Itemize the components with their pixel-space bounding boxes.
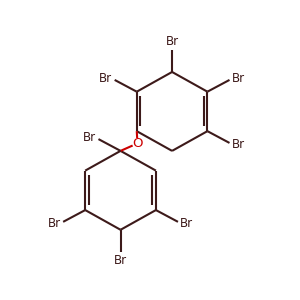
Text: Br: Br	[232, 138, 245, 151]
Text: Br: Br	[180, 217, 194, 230]
Text: Br: Br	[83, 131, 96, 144]
Text: Br: Br	[48, 217, 61, 230]
Text: Br: Br	[114, 254, 127, 267]
Text: O: O	[132, 137, 143, 150]
Text: Br: Br	[166, 34, 178, 47]
Text: Br: Br	[232, 72, 245, 85]
Text: Br: Br	[99, 72, 112, 85]
